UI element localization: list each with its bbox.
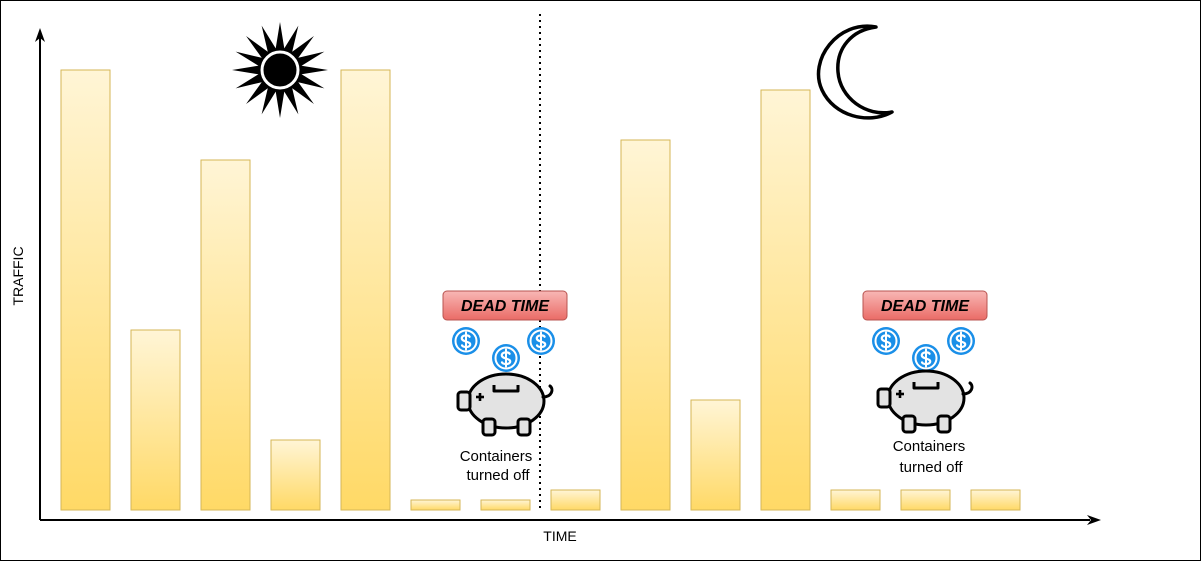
traffic-bar xyxy=(760,89,811,511)
dollar-coin-icon xyxy=(450,325,482,357)
traffic-bar xyxy=(690,399,741,511)
dollar-coin-icon xyxy=(525,325,557,357)
traffic-bar xyxy=(480,499,531,511)
dollar-coin-icon xyxy=(490,342,522,374)
dead-time-badge xyxy=(862,290,988,321)
traffic-bar xyxy=(410,499,461,511)
traffic-bars xyxy=(60,69,1021,511)
dead-time-label: DEAD TIME xyxy=(461,298,550,315)
dollar-coin-icon xyxy=(910,342,942,374)
traffic-bar xyxy=(130,329,181,511)
dollar-coin-icon xyxy=(945,325,977,357)
traffic-bar xyxy=(60,69,111,511)
sun-icon xyxy=(232,22,328,118)
x-axis-arrow xyxy=(1087,515,1101,525)
traffic-bar xyxy=(340,69,391,511)
traffic-bar xyxy=(830,489,881,511)
dead-time-annotation: DEAD TIME Containers turned off xyxy=(442,290,568,484)
dollar-coin-icon xyxy=(870,325,902,357)
traffic-bar xyxy=(900,489,951,511)
traffic-bar xyxy=(270,439,321,511)
y-axis-arrow xyxy=(35,28,45,42)
containers-caption-line1: Containers xyxy=(460,448,533,465)
containers-caption-line2: turned off xyxy=(466,467,530,484)
y-axis-label: TRAFFIC xyxy=(10,246,26,305)
traffic-bar xyxy=(970,489,1021,511)
traffic-bar xyxy=(200,159,251,511)
containers-caption-line1: Containers xyxy=(893,438,966,455)
dead-time-label: DEAD TIME xyxy=(881,298,970,315)
x-axis-label: TIME xyxy=(543,528,576,544)
dead-time-badge xyxy=(442,290,568,321)
traffic-bar xyxy=(550,489,601,511)
traffic-bar xyxy=(620,139,671,511)
containers-caption-line2: turned off xyxy=(899,459,963,476)
dead-time-annotation: DEAD TIME Containers turned off xyxy=(862,290,988,476)
moon-icon xyxy=(816,24,894,120)
